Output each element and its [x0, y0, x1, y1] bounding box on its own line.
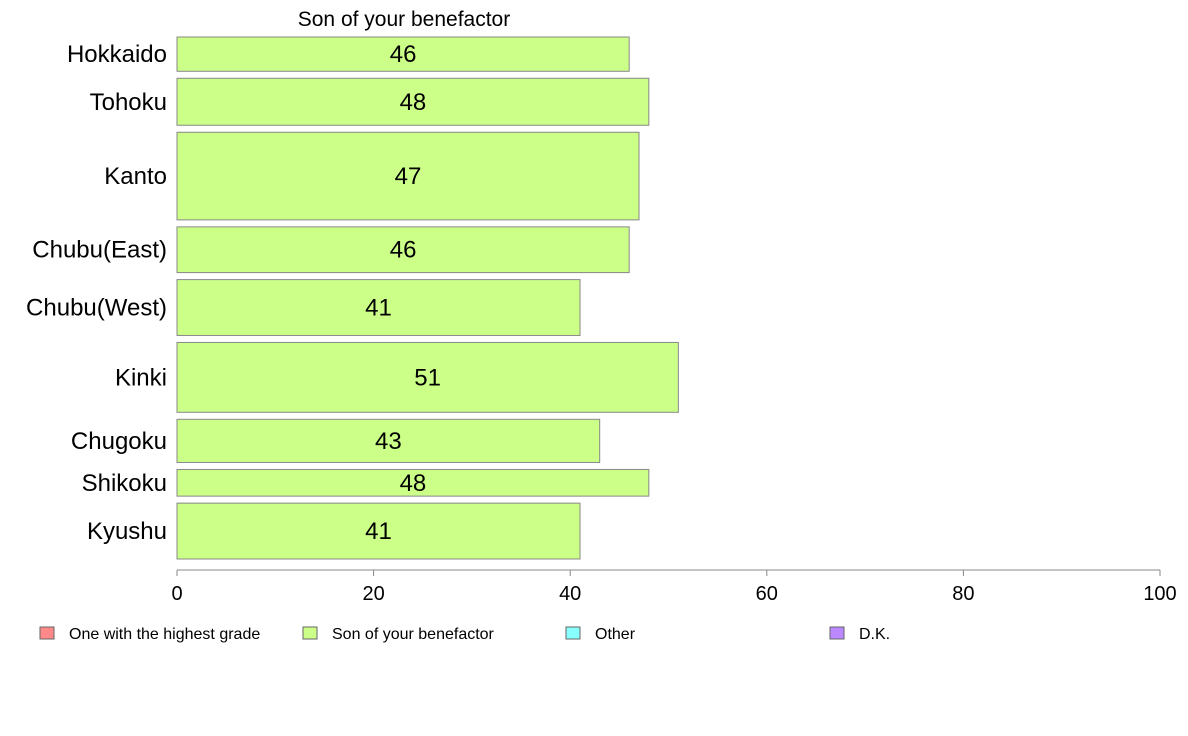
bar-value-label: 51 [414, 364, 441, 391]
bar-value-label: 48 [400, 89, 427, 116]
legend-label: Other [595, 626, 636, 643]
legend-label: Son of your benefactor [332, 626, 495, 643]
bar-chugoku [176, 418, 601, 463]
x-tick-label: 100 [1143, 583, 1176, 605]
bar-shikoku [176, 468, 650, 497]
bar-tohoku [176, 77, 650, 126]
legend: One with the highest grade Son of your be… [39, 626, 890, 643]
category-label: Chugoku [71, 428, 167, 455]
legend-swatch [565, 626, 581, 640]
bar-kyushu [176, 502, 581, 560]
category-label: Kyushu [87, 518, 167, 545]
bar-value-label: 47 [395, 163, 422, 190]
chart-title: Son of your benefactor [298, 8, 510, 31]
x-axis: 0 20 40 60 80 100 [171, 569, 1177, 605]
bar-value-label: 41 [365, 518, 392, 545]
bar-chubu-east [176, 226, 630, 274]
legend-swatch [302, 626, 318, 640]
x-tick-label: 60 [756, 583, 778, 605]
category-label: Hokkaido [67, 41, 167, 68]
legend-swatch [829, 626, 845, 640]
category-label: Kanto [104, 163, 167, 190]
bar-kinki [176, 341, 679, 413]
legend-label: One with the highest grade [69, 626, 260, 643]
bar-hokkaido [176, 36, 630, 72]
category-label: Shikoku [82, 470, 167, 497]
legend-label: D.K. [859, 626, 890, 643]
category-label: Chubu(West) [26, 295, 167, 322]
bar-value-label: 48 [400, 470, 427, 497]
x-tick-label: 0 [171, 583, 182, 605]
x-tick-label: 40 [559, 583, 581, 605]
bar-chubu-west [176, 279, 581, 336]
x-tick-label: 80 [952, 583, 974, 605]
bar-kanto [176, 131, 640, 221]
legend-swatch [39, 626, 55, 640]
bar-value-label: 46 [390, 41, 417, 68]
bar-value-label: 41 [365, 295, 392, 322]
bar-value-label: 43 [375, 428, 402, 455]
x-tick-label: 20 [362, 583, 384, 605]
category-label: Kinki [115, 364, 167, 391]
category-label: Chubu(East) [32, 237, 167, 264]
bar-value-label: 46 [390, 237, 417, 264]
category-label: Tohoku [90, 89, 167, 116]
bars-layer: Hokkaido 46 Tohoku 48 Kanto 47 Chubu(East) 46 Ch… [26, 36, 679, 560]
